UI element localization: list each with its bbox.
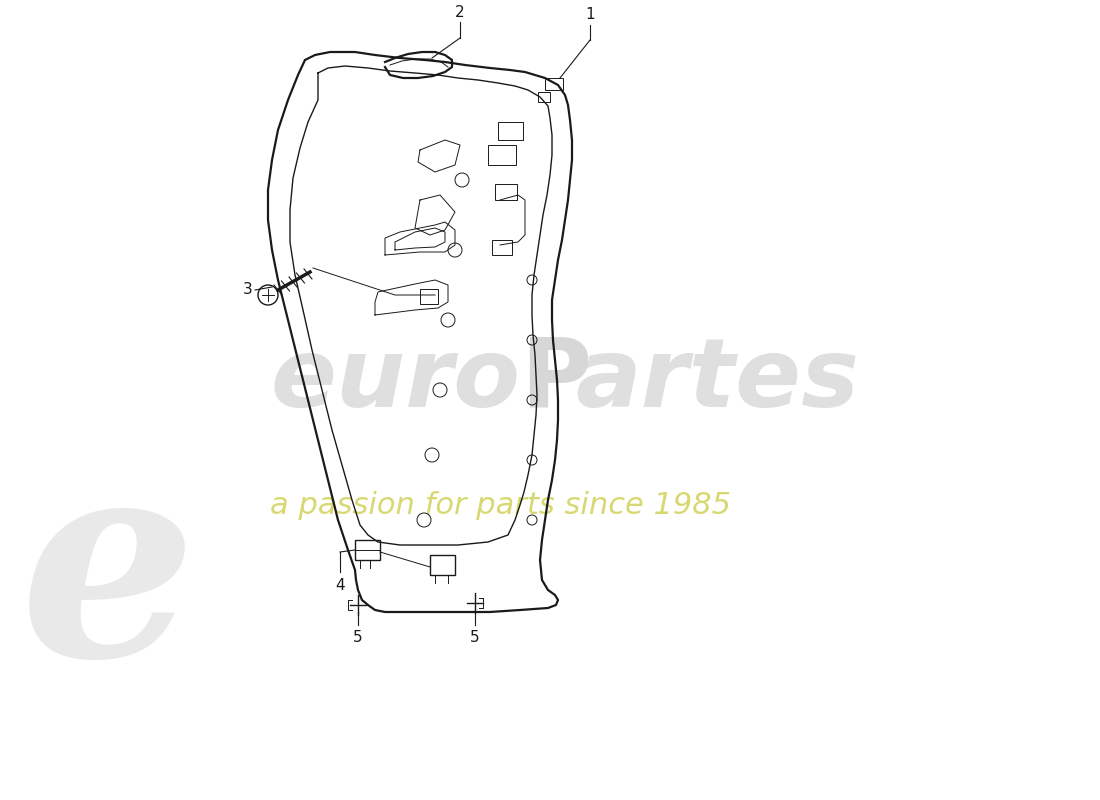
- Bar: [488, 145, 516, 165]
- Text: 3: 3: [243, 282, 253, 298]
- Bar: [498, 122, 522, 140]
- Bar: [420, 289, 438, 304]
- Text: 4: 4: [336, 578, 344, 593]
- Text: 2: 2: [455, 5, 465, 20]
- Bar: [544, 78, 563, 90]
- Text: 5: 5: [353, 630, 363, 645]
- Text: artes: artes: [575, 334, 859, 426]
- Text: 5: 5: [470, 630, 480, 645]
- Bar: [495, 184, 517, 200]
- Bar: [430, 555, 455, 575]
- Bar: [538, 92, 550, 102]
- Text: P: P: [520, 334, 592, 426]
- Bar: [355, 540, 380, 560]
- Bar: [492, 240, 512, 255]
- Text: euro: euro: [270, 334, 520, 426]
- Text: e: e: [20, 446, 197, 714]
- Text: a passion for parts since 1985: a passion for parts since 1985: [270, 490, 732, 519]
- Text: 1: 1: [585, 7, 595, 22]
